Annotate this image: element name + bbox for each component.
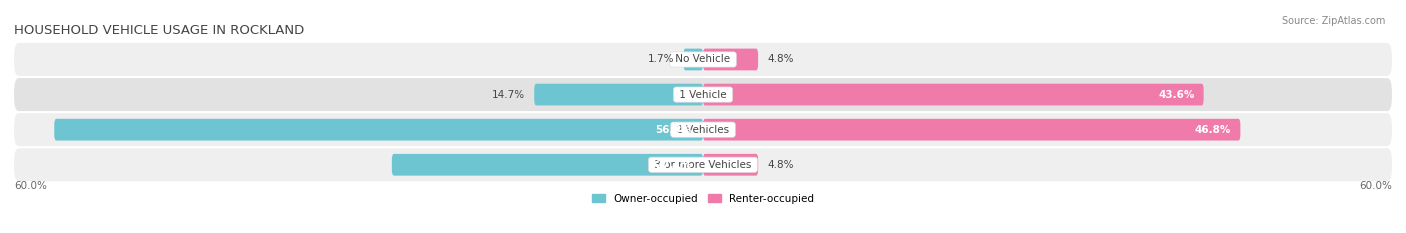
FancyBboxPatch shape bbox=[14, 148, 1392, 181]
Text: Source: ZipAtlas.com: Source: ZipAtlas.com bbox=[1281, 16, 1385, 26]
Text: 56.5%: 56.5% bbox=[655, 125, 692, 135]
FancyBboxPatch shape bbox=[683, 49, 703, 70]
Legend: Owner-occupied, Renter-occupied: Owner-occupied, Renter-occupied bbox=[592, 194, 814, 204]
FancyBboxPatch shape bbox=[703, 84, 1204, 106]
FancyBboxPatch shape bbox=[703, 49, 758, 70]
Text: 4.8%: 4.8% bbox=[768, 160, 794, 170]
Text: 46.8%: 46.8% bbox=[1195, 125, 1232, 135]
FancyBboxPatch shape bbox=[55, 119, 703, 140]
Text: 27.1%: 27.1% bbox=[655, 160, 692, 170]
Text: 4.8%: 4.8% bbox=[768, 55, 794, 65]
FancyBboxPatch shape bbox=[14, 43, 1392, 76]
Text: 1.7%: 1.7% bbox=[648, 55, 675, 65]
FancyBboxPatch shape bbox=[392, 154, 703, 176]
Text: 14.7%: 14.7% bbox=[492, 89, 524, 99]
FancyBboxPatch shape bbox=[534, 84, 703, 106]
FancyBboxPatch shape bbox=[14, 113, 1392, 146]
Text: 60.0%: 60.0% bbox=[1360, 182, 1392, 192]
Text: 3 or more Vehicles: 3 or more Vehicles bbox=[651, 160, 755, 170]
Text: 1 Vehicle: 1 Vehicle bbox=[676, 89, 730, 99]
FancyBboxPatch shape bbox=[14, 78, 1392, 111]
Text: 2 Vehicles: 2 Vehicles bbox=[673, 125, 733, 135]
Text: 43.6%: 43.6% bbox=[1159, 89, 1195, 99]
Text: 60.0%: 60.0% bbox=[14, 182, 46, 192]
FancyBboxPatch shape bbox=[703, 154, 758, 176]
Text: HOUSEHOLD VEHICLE USAGE IN ROCKLAND: HOUSEHOLD VEHICLE USAGE IN ROCKLAND bbox=[14, 24, 304, 37]
FancyBboxPatch shape bbox=[703, 119, 1240, 140]
Text: No Vehicle: No Vehicle bbox=[672, 55, 734, 65]
